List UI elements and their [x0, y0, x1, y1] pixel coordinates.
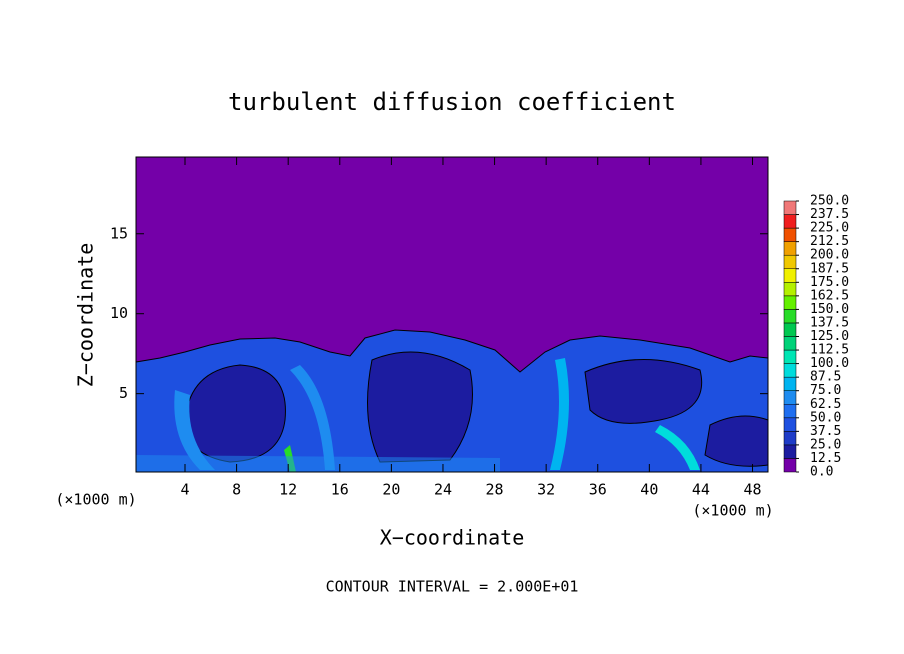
x-tick-label: 44	[692, 481, 710, 499]
colorbar-label: 187.5	[810, 261, 849, 276]
colorbar-label: 87.5	[810, 370, 841, 385]
y-tick-label: 10	[110, 304, 128, 322]
x-tick-label: 48	[743, 481, 761, 499]
colorbar-segment	[783, 458, 797, 473]
colorbar-label: 237.5	[810, 207, 849, 222]
colorbar-label: 12.5	[810, 451, 841, 466]
colorbar-segment	[783, 322, 797, 337]
colorbar-segment	[783, 363, 797, 378]
colorbar-label: 112.5	[810, 343, 849, 358]
y-tick-label: 15	[110, 224, 128, 242]
colorbar-label: 175.0	[810, 275, 849, 290]
colorbar-label: 0.0	[810, 465, 833, 480]
x-axis-label: X−coordinate	[380, 526, 525, 550]
colorbar-label: 250.0	[810, 194, 849, 209]
colorbar-label: 75.0	[810, 383, 841, 398]
colorbar-segment	[783, 390, 797, 405]
colorbar-segment	[783, 254, 797, 269]
colorbar-segment	[783, 214, 797, 229]
colorbar-segment	[783, 376, 797, 391]
colorbar-segment	[783, 200, 797, 215]
colorbar-label: 212.5	[810, 234, 849, 249]
y-unit: (×1000 m)	[55, 491, 136, 509]
colorbar-segment	[783, 404, 797, 419]
colorbar-segment	[783, 444, 797, 459]
colorbar-segment	[783, 268, 797, 283]
colorbar-label: 50.0	[810, 410, 841, 425]
colorbar-segment	[783, 282, 797, 297]
x-tick-label: 36	[589, 481, 607, 499]
chart-title: turbulent diffusion coefficient	[228, 88, 676, 116]
x-tick-label: 4	[180, 481, 189, 499]
colorbar-segment	[783, 241, 797, 256]
x-tick-label: 12	[279, 481, 297, 499]
x-tick-label: 28	[486, 481, 504, 499]
colorbar-segment	[783, 227, 797, 242]
colorbar-label: 225.0	[810, 221, 849, 236]
x-tick-label: 20	[382, 481, 400, 499]
colorbar-label: 25.0	[810, 437, 841, 452]
colorbar-segment	[783, 309, 797, 324]
colorbar-segment	[783, 295, 797, 310]
colorbar-segment	[783, 336, 797, 351]
x-tick-label: 32	[537, 481, 555, 499]
colorbar-label: 150.0	[810, 302, 849, 317]
plot-frame	[135, 156, 769, 473]
colorbar-label: 125.0	[810, 329, 849, 344]
x-unit: (×1000 m)	[692, 502, 773, 520]
field	[135, 157, 769, 473]
x-tick-label: 16	[331, 481, 349, 499]
x-tick-label: 8	[232, 481, 241, 499]
x-tick-label: 40	[640, 481, 658, 499]
y-axis-label: Z−coordinate	[74, 243, 98, 388]
colorbar-segment	[783, 431, 797, 446]
x-tick-label: 24	[434, 481, 452, 499]
colorbar-segment	[783, 417, 797, 432]
colorbar-label: 100.0	[810, 356, 849, 371]
colorbar-label: 200.0	[810, 248, 849, 263]
footnote: CONTOUR INTERVAL = 2.000E+01	[326, 578, 579, 596]
colorbar-segment	[783, 349, 797, 364]
colorbar-label: 162.5	[810, 288, 849, 303]
colorbar-label: 37.5	[810, 424, 841, 439]
y-tick-label: 5	[119, 384, 128, 402]
colorbar-label: 137.5	[810, 315, 849, 330]
colorbar-label: 62.5	[810, 397, 841, 412]
